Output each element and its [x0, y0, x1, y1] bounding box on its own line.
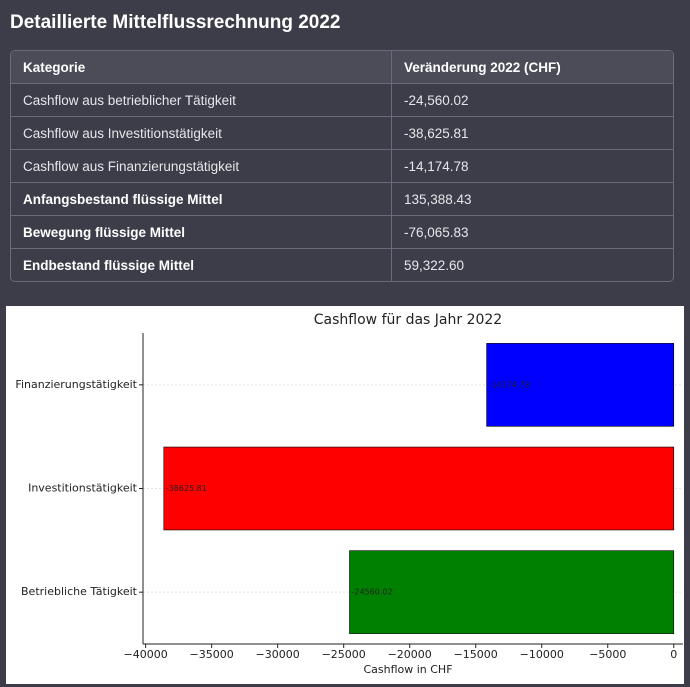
table-cell: Cashflow aus Finanzierungstätigkeit [11, 150, 392, 183]
x-tick-label: −35000 [190, 648, 234, 661]
table-cell: Cashflow aus Investitionstätigkeit [11, 117, 392, 150]
cashflow-table: Kategorie Veränderung 2022 (CHF) Cashflo… [10, 50, 674, 282]
data-label: -24560.02 [351, 588, 392, 597]
table-cell: 59,322.60 [404, 257, 465, 273]
y-tick-label: Investitionstätigkeit [28, 482, 138, 495]
x-tick-label: −25000 [322, 648, 366, 661]
header-cell: Kategorie [11, 51, 392, 84]
x-axis-label: Cashflow in CHF [363, 663, 452, 676]
x-tick-label: −20000 [388, 648, 432, 661]
table-row: Bewegung flüssige Mittel -76,065.83 [11, 216, 673, 249]
table-cell: Endbestand flüssige Mittel [11, 249, 392, 281]
table-cell: Anfangsbestand flüssige Mittel [11, 183, 392, 216]
chart-title: Cashflow für das Jahr 2022 [314, 312, 502, 328]
heading: Detaillierte Mittelflussrechnung 2022 [10, 12, 341, 33]
table-cell: -38,625.81 [392, 117, 673, 150]
bar [349, 550, 675, 634]
table-row: Endbestand flüssige Mittel 59,322.60 [11, 249, 673, 281]
x-tick-label: 0 [670, 648, 677, 661]
header-cell: Veränderung 2022 (CHF) [392, 51, 673, 84]
data-label: -14174.78 [489, 380, 530, 389]
table-cell: Cashflow aus betrieblicher Tätigkeit [11, 84, 392, 117]
y-tick-label: Finanzierungstätigkeit [15, 378, 137, 391]
table-row: Cashflow aus Finanzierungstätigkeit -14,1… [11, 150, 673, 183]
table-row: Cashflow aus Investitionstätigkeit -38,62… [11, 117, 673, 150]
x-tick-label: −5000 [589, 648, 626, 661]
table-cell: -24,560.02 [392, 84, 673, 117]
x-tick-label: −15000 [454, 648, 498, 661]
table-cell: -14,174.78 [392, 150, 673, 183]
y-tick-label: Betriebliche Tätigkeit [21, 585, 138, 598]
bar [486, 343, 675, 427]
table-cell: Bewegung flüssige Mittel [11, 216, 392, 249]
table-cell: 135,388.43 [392, 183, 673, 216]
chart: Cashflow für das Jahr 2022 Cashflow in C… [6, 306, 684, 684]
table-cell: -76,065.83 [392, 216, 673, 249]
header-row: Kategorie Veränderung 2022 (CHF) [11, 51, 673, 84]
bar [163, 446, 675, 531]
table-row: Cashflow aus betrieblicher Tätigkeit -24,… [11, 84, 673, 117]
x-tick-label: −30000 [256, 648, 300, 661]
x-tick-label: −10000 [520, 648, 564, 661]
x-tick-label: −40000 [124, 648, 168, 661]
data-label: -38625.81 [166, 484, 207, 493]
table-row: Anfangsbestand flüssige Mittel 135,388.43 [11, 183, 673, 216]
